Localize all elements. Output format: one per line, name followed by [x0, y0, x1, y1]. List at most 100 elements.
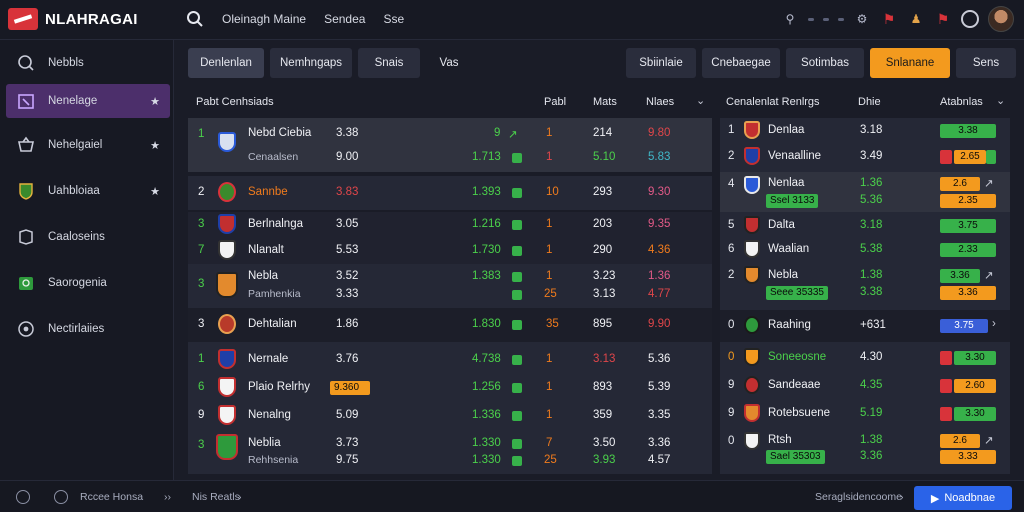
table-row[interactable]: 3 Berlnalnga 3.05 1.216 1 203 9.35: [188, 212, 712, 238]
ranking-row[interactable]: 0 Soneeosne 4.30 3.30: [720, 344, 1010, 372]
tab-2[interactable]: Nemhngaps: [270, 48, 352, 78]
odds-pill[interactable]: 3.30: [954, 351, 996, 365]
odds-pill[interactable]: 2.65: [954, 150, 986, 164]
tab-6[interactable]: Cnebaegae: [702, 48, 780, 78]
odds-pill[interactable]: 3.30: [954, 407, 996, 421]
odds-pill[interactable]: 2.60: [954, 379, 996, 393]
odds-value: 9.80: [648, 127, 671, 139]
table-row[interactable]: 6 Plaio Relrhy 9.360 1.256 1 893 5.39: [188, 374, 712, 402]
ranking-row[interactable]: 0 Rtsh Sael 35303 1.38 3.36 2.6 ↗ 3.33: [720, 428, 1010, 472]
chevron-down-icon[interactable]: ⌄: [696, 95, 706, 107]
footer-link[interactable]: Rccee Honsa: [80, 491, 144, 503]
search-small-icon[interactable]: ⚲: [785, 12, 795, 26]
star-icon[interactable]: ★: [150, 185, 160, 198]
ranking-row[interactable]: 1 Denlaa 3.18 3.38: [720, 118, 1010, 144]
notification-icon[interactable]: ⚑: [882, 10, 896, 27]
tab-3[interactable]: Snais: [358, 48, 420, 78]
table-row[interactable]: 1 Nernale 3.76 4.738 1 3.13 5.36: [188, 346, 712, 374]
row-rank: 3: [198, 218, 205, 230]
tab-7[interactable]: Sotimbas: [786, 48, 864, 78]
footer-link[interactable]: Nis Reatls: [192, 491, 240, 503]
ranking-row[interactable]: 9 Rotebsuene 5.19 3.30: [720, 400, 1010, 428]
ranking-row[interactable]: 4 Nenlaa Ssel 3133 1.36 5.36 2.6 ↗ 2.35: [720, 172, 1010, 212]
topnav-item-2[interactable]: Sendea: [324, 12, 366, 26]
odds-pill[interactable]: 3.36: [940, 269, 980, 283]
table-row[interactable]: 3 Nebla Pamhenkia 3.52 3.33 1.383 1 25 3…: [188, 264, 712, 308]
tab-5[interactable]: Sbiinlaie: [626, 48, 696, 78]
sidebar-item-6[interactable]: Saorogenia: [6, 266, 170, 300]
alert-icon[interactable]: ⚑: [936, 10, 950, 27]
table-row[interactable]: 2 Sannbe 3.83 1.393 10 293 9.30: [188, 176, 712, 210]
status-icon[interactable]: [961, 10, 979, 28]
sidebar-item-1[interactable]: Nebbls: [6, 46, 170, 80]
player-icon[interactable]: ♟: [910, 12, 922, 26]
footer: Rccee Honsa ›› Nis Reatls › Seraglsidenc…: [0, 480, 1024, 512]
chevron-right-icon[interactable]: ›: [900, 491, 904, 503]
help-icon[interactable]: [16, 490, 30, 504]
table-row[interactable]: 3 Dehtalian 1.86 1.830 35 895 9.90: [188, 308, 712, 342]
odds-value: 3.13: [593, 288, 616, 300]
search-icon[interactable]: [186, 10, 204, 28]
odds-value: 25: [544, 454, 557, 466]
star-icon[interactable]: ★: [150, 95, 160, 108]
chevron-down-icon[interactable]: ⌄: [996, 95, 1006, 107]
row-rank: 2: [728, 269, 735, 281]
odds-pill[interactable]: 3.75: [940, 319, 988, 333]
row-rank: 4: [728, 178, 735, 190]
row-rank: 2: [728, 150, 735, 162]
row-rank: 0: [728, 435, 735, 447]
odds-value: 5.10: [593, 151, 616, 163]
ranking-row[interactable]: 5 Dalta 3.18 3.75: [720, 214, 1010, 238]
team-crest-icon: [744, 266, 760, 284]
odds-value: 895: [593, 318, 613, 330]
tab-4[interactable]: Vas: [439, 57, 459, 69]
odds-value: 203: [593, 218, 613, 230]
sidebar-item-5[interactable]: Caaloseins: [6, 220, 170, 254]
odds-pill[interactable]: 2.6: [940, 434, 980, 448]
sidebar-item-3[interactable]: Nehelgaiel ★: [6, 128, 170, 162]
tab-1[interactable]: Denlenlan: [188, 48, 264, 78]
sidebar-item-2[interactable]: Nenelage ★: [6, 84, 170, 118]
odds-value: 3.23: [593, 270, 616, 282]
tab-8[interactable]: Snlanane: [870, 48, 950, 78]
odds-value: 3.36: [648, 437, 671, 449]
odds-pill[interactable]: 3.33: [940, 450, 996, 464]
sidebar-item-7[interactable]: Nectirlaiies: [6, 312, 170, 346]
odds-pill[interactable]: 2.35: [940, 194, 996, 208]
chevron-right-icon[interactable]: ›: [992, 318, 996, 330]
odds-pill[interactable]: 2.6: [940, 177, 980, 191]
table-row[interactable]: 7 Nlanalt 5.53 1.730 1 290 4.36: [188, 238, 712, 264]
odds-pill[interactable]: 3.36: [940, 286, 996, 300]
primary-action-button[interactable]: ▶ Noadbnae: [914, 486, 1012, 510]
star-icon[interactable]: ★: [150, 139, 160, 152]
topnav-item-1[interactable]: Oleinagh Maine: [222, 12, 307, 26]
table-row[interactable]: 3 Neblia Rehhsenia 3.73 9.75 1.330 1.330…: [188, 430, 712, 472]
row-rank: 3: [198, 318, 205, 330]
ranking-row[interactable]: 6 Waalian 5.38 2.33: [720, 238, 1010, 262]
table-row[interactable]: 9 Nenalng 5.09 1.336 1 359 3.35: [188, 402, 712, 430]
table-row[interactable]: 1 Nebd Ciebia Cenaalsen 3.38 9.00 9 ↗ 1.…: [188, 118, 712, 172]
sidebar-item-label: Nebbls: [48, 57, 84, 69]
info-icon[interactable]: [54, 490, 68, 504]
team-name: Raahing: [768, 319, 811, 331]
sidebar-item-4[interactable]: Uahbloiaa ★: [6, 174, 170, 208]
ranking-row[interactable]: 2 Venaalline 3.49 2.65: [720, 144, 1010, 170]
ranking-row[interactable]: 9 Sandeaae 4.35 2.60: [720, 372, 1010, 400]
ranking-row[interactable]: 0 Raahing +631 3.75 ›: [720, 310, 1010, 342]
team-crest-icon: [744, 240, 760, 258]
odds-pill[interactable]: 3.75: [940, 219, 996, 233]
odds-highlight[interactable]: 9.360: [330, 381, 370, 395]
badge-icon: [512, 456, 522, 466]
ranking-row[interactable]: 2 Nebla Seee 35335 1.38 3.38 3.36 ↗ 3.36: [720, 264, 1010, 308]
topnav-item-3[interactable]: Sse: [383, 12, 405, 26]
badge-icon: [512, 246, 522, 256]
odds-pill[interactable]: 2.33: [940, 243, 996, 257]
app-logo[interactable]: NLAHRAGAI: [8, 8, 138, 30]
tab-9[interactable]: Sens: [956, 48, 1016, 78]
avatar[interactable]: [988, 6, 1014, 32]
team-crest-icon: [218, 132, 236, 152]
chevron-right-icon[interactable]: ›: [238, 491, 242, 503]
odds-pill[interactable]: 3.38: [940, 124, 996, 138]
gear-icon[interactable]: ⚙: [856, 12, 868, 26]
odds-value: 7: [546, 437, 553, 449]
